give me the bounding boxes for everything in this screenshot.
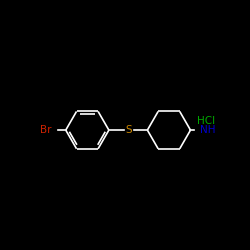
Text: S: S [126, 125, 132, 135]
Text: NH: NH [200, 125, 215, 135]
Text: HCl: HCl [197, 116, 215, 126]
Text: Br: Br [40, 125, 52, 135]
